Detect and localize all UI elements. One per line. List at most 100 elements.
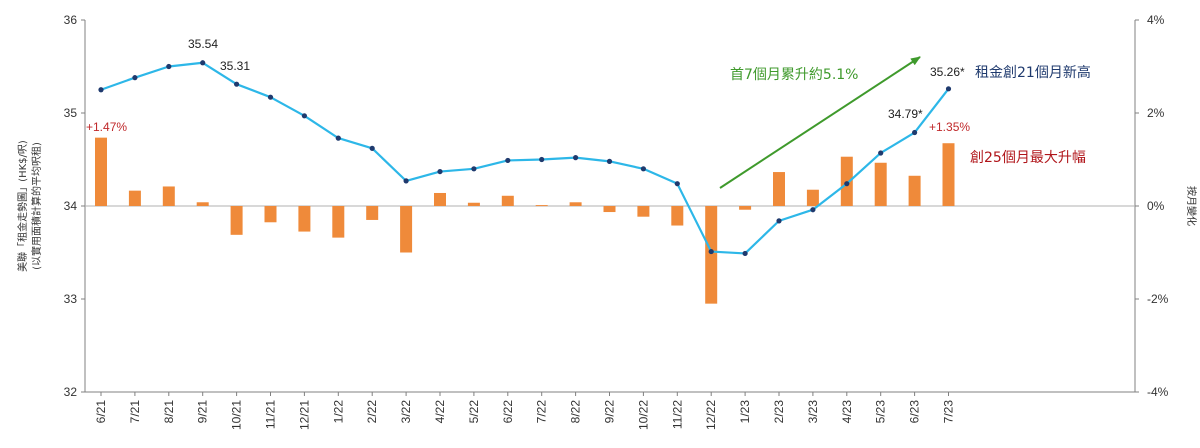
x-tick-label: 1/22 [331, 400, 345, 424]
x-tick-label: 7/23 [942, 400, 956, 424]
annotation-new-high: 租金創21個月新高 [975, 64, 1091, 81]
x-tick-label: 1/23 [738, 400, 752, 424]
line-point [166, 63, 172, 70]
x-tick-label: 11/21 [264, 400, 278, 429]
tick-labels: 32 33 34 35 36 -4% -2% 0% 2% 4% 6/21 7/21 8/21 9/21 10… [64, 13, 1169, 430]
bar-mark [874, 162, 887, 206]
line-point [234, 81, 240, 87]
bar-mark [196, 202, 209, 206]
right-tick-label: 2% [1147, 106, 1165, 120]
bar-mark [942, 143, 955, 206]
line-point [98, 87, 104, 93]
line-point [437, 168, 443, 175]
x-tick-label: 2/22 [365, 400, 379, 424]
bar-mark [264, 206, 277, 223]
bar-mark [332, 206, 345, 238]
x-tick-label: 9/22 [603, 400, 617, 424]
right-tick-label: -2% [1147, 292, 1169, 306]
left-tick-label: 35 [64, 106, 78, 120]
x-tick-label: 5/22 [467, 400, 481, 424]
line-point [539, 156, 545, 163]
line-point [132, 75, 138, 81]
bar-mark [603, 206, 616, 213]
x-tick-label: 3/22 [399, 400, 413, 424]
x-tick-label: 12/21 [297, 400, 311, 430]
right-tick-label: -4% [1147, 385, 1169, 399]
line-path [100, 61, 950, 255]
line-point [844, 181, 850, 187]
left-axis-title: 美聯「租金走勢圖」(HK$/呎) [16, 140, 29, 272]
trend-arrow [719, 56, 921, 189]
line-point [912, 129, 918, 136]
line-point [200, 60, 206, 66]
x-tick-label: 11/22 [670, 400, 684, 429]
line-point [369, 145, 375, 151]
line-point [606, 158, 613, 164]
x-tick-label: 3/23 [806, 400, 820, 424]
left-tick-label: 33 [64, 292, 78, 306]
annotation-peak-second: 35.31 [220, 59, 250, 73]
line-point [267, 94, 274, 100]
x-tick-label: 4/23 [840, 400, 854, 424]
bar-mark [908, 175, 921, 206]
annotation-prev-line: 34.79* [888, 107, 923, 121]
line-series [98, 60, 952, 257]
line-point [776, 218, 782, 224]
line-point [810, 207, 816, 213]
x-tick-label: 8/22 [569, 400, 583, 424]
x-tick-label: 10/21 [230, 400, 244, 430]
bar-mark [535, 205, 548, 207]
x-tick-label: 4/22 [433, 400, 447, 424]
line-point [335, 135, 341, 141]
annotation-first-bar: +1.47% [86, 120, 127, 134]
right-tick-label: 0% [1147, 199, 1165, 213]
line-point [708, 248, 714, 255]
line-point [301, 113, 307, 119]
bar-mark [637, 206, 650, 217]
bar-mark [739, 206, 752, 210]
x-tick-label: 6/23 [908, 400, 922, 424]
x-tick-label: 5/23 [874, 400, 888, 424]
bar-mark [467, 202, 480, 206]
left-axis-subtitle: (以實用面積計算的平均呎租) [30, 142, 43, 270]
annotation-latest-bar: +1.35% [929, 120, 970, 134]
annotation-peak-first: 35.54 [188, 37, 218, 51]
left-tick-label: 34 [64, 199, 78, 213]
left-tick-label: 36 [64, 13, 78, 27]
x-tick-label: 8/21 [162, 400, 176, 424]
annotation-latest-line: 35.26* [930, 65, 965, 79]
bar-mark [95, 137, 107, 206]
bar-mark [501, 195, 514, 206]
line-point [403, 178, 409, 184]
line-point [742, 250, 748, 257]
x-tick-label: 7/21 [128, 400, 142, 424]
x-tick-label: 6/22 [501, 400, 515, 424]
right-axis-title: 按月變化 [1185, 186, 1198, 226]
bar-mark [128, 190, 141, 206]
annotation-trend-note: 首7個月累升約5.1% [730, 67, 858, 83]
line-point [573, 155, 579, 161]
annotation-largest-rise: 創25個月最大升幅 [970, 150, 1086, 166]
bar-mark [773, 172, 785, 206]
bar-mark [366, 206, 379, 220]
bar-mark [230, 206, 243, 235]
bar-mark [671, 206, 684, 226]
bar-mark [434, 192, 446, 206]
bar-mark [400, 206, 413, 253]
right-tick-label: 4% [1147, 13, 1165, 27]
x-tick-label: 7/22 [535, 400, 549, 424]
x-tick-label: 6/21 [94, 400, 108, 424]
bar-mark [569, 202, 582, 206]
x-tick-label: 9/21 [196, 400, 210, 424]
line-point [505, 157, 511, 164]
bar-mark [806, 189, 819, 206]
left-tick-label: 32 [64, 385, 78, 399]
bar-mark [162, 186, 175, 206]
line-point [674, 181, 680, 187]
bar-mark [705, 206, 718, 304]
line-point [471, 166, 477, 172]
x-tick-label: 12/22 [704, 400, 718, 430]
x-tick-label: 2/23 [772, 400, 786, 424]
line-point [945, 86, 952, 92]
